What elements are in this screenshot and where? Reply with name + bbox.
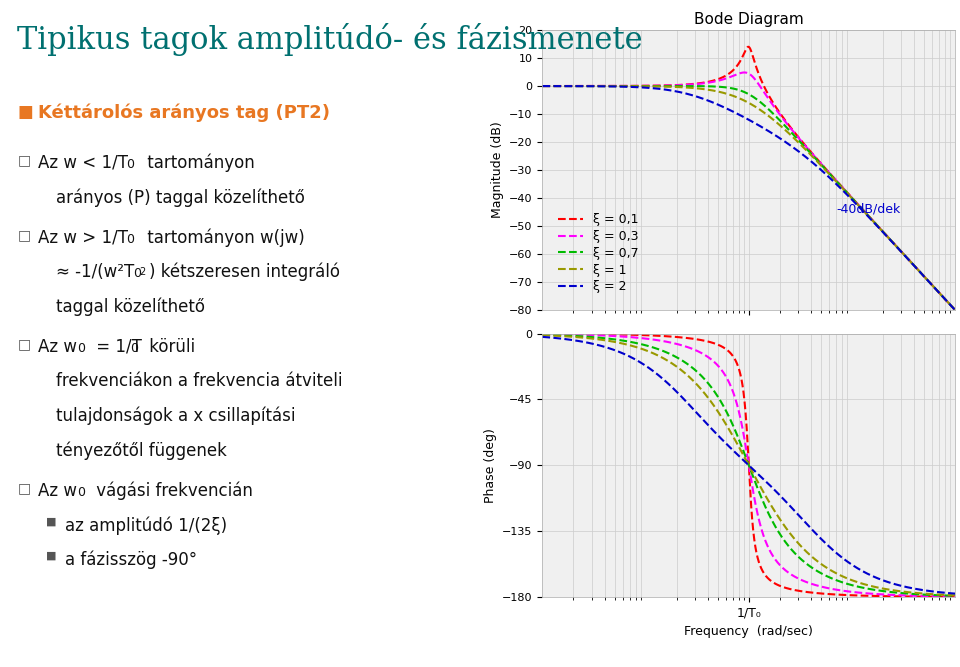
Y-axis label: Magnitude (dB): Magnitude (dB) [491,121,504,219]
Text: ≈ -1/(w²T: ≈ -1/(w²T [56,263,134,281]
Text: vágási frekvencián: vágási frekvencián [91,482,253,500]
Text: ■: ■ [46,551,57,561]
Text: □: □ [17,338,31,352]
Text: 0: 0 [77,486,84,499]
Text: körüli: körüli [144,338,195,356]
Text: □: □ [17,482,31,496]
Text: taggal közelíthető: taggal közelíthető [56,297,204,316]
Text: ) kétszeresen integráló: ) kétszeresen integráló [149,263,340,281]
Text: 0: 0 [126,233,133,245]
Text: ■: ■ [17,103,33,121]
Legend: ξ = 0,1, ξ = 0,3, ξ = 0,7, ξ = 1, ξ = 2: ξ = 0,1, ξ = 0,3, ξ = 0,7, ξ = 1, ξ = 2 [553,208,643,298]
Text: 0: 0 [131,342,138,355]
Text: arányos (P) taggal közelíthető: arányos (P) taggal közelíthető [56,188,304,207]
Text: Az w > 1/T: Az w > 1/T [38,228,129,246]
Text: 0: 0 [77,342,84,355]
Text: -40dB/dek: -40dB/dek [836,202,900,215]
Text: a fázisszög -90°: a fázisszög -90° [65,551,198,570]
Text: frekvenciákon a frekvencia átviteli: frekvenciákon a frekvencia átviteli [56,372,342,390]
Text: Az w: Az w [38,338,78,356]
Text: Az w < 1/T: Az w < 1/T [38,153,129,171]
Text: ■: ■ [46,516,57,526]
Text: az amplitúdó 1/(2ξ): az amplitúdó 1/(2ξ) [65,516,228,535]
Y-axis label: Phase (deg): Phase (deg) [484,428,496,503]
Text: 0: 0 [133,267,141,280]
Text: 0: 0 [126,158,133,171]
Text: tényezőtől függenek: tényezőtől függenek [56,442,227,460]
X-axis label: Frequency  (rad/sec): Frequency (rad/sec) [684,625,813,638]
Text: Kéttárolós arányos tag (PT2): Kéttárolós arányos tag (PT2) [38,103,330,122]
Title: Bode Diagram: Bode Diagram [694,13,804,27]
Text: Tipikus tagok amplitúdó- és fázismenete: Tipikus tagok amplitúdó- és fázismenete [17,23,643,56]
Text: tartományon w(jw): tartományon w(jw) [142,228,305,247]
Text: tartományon: tartományon [142,153,254,172]
Text: tulajdonságok a x csillapítási: tulajdonságok a x csillapítási [56,407,295,426]
Text: 2: 2 [139,267,146,277]
Text: □: □ [17,153,31,167]
Text: = 1/T: = 1/T [91,338,142,356]
Text: Az w: Az w [38,482,78,500]
Text: □: □ [17,228,31,242]
